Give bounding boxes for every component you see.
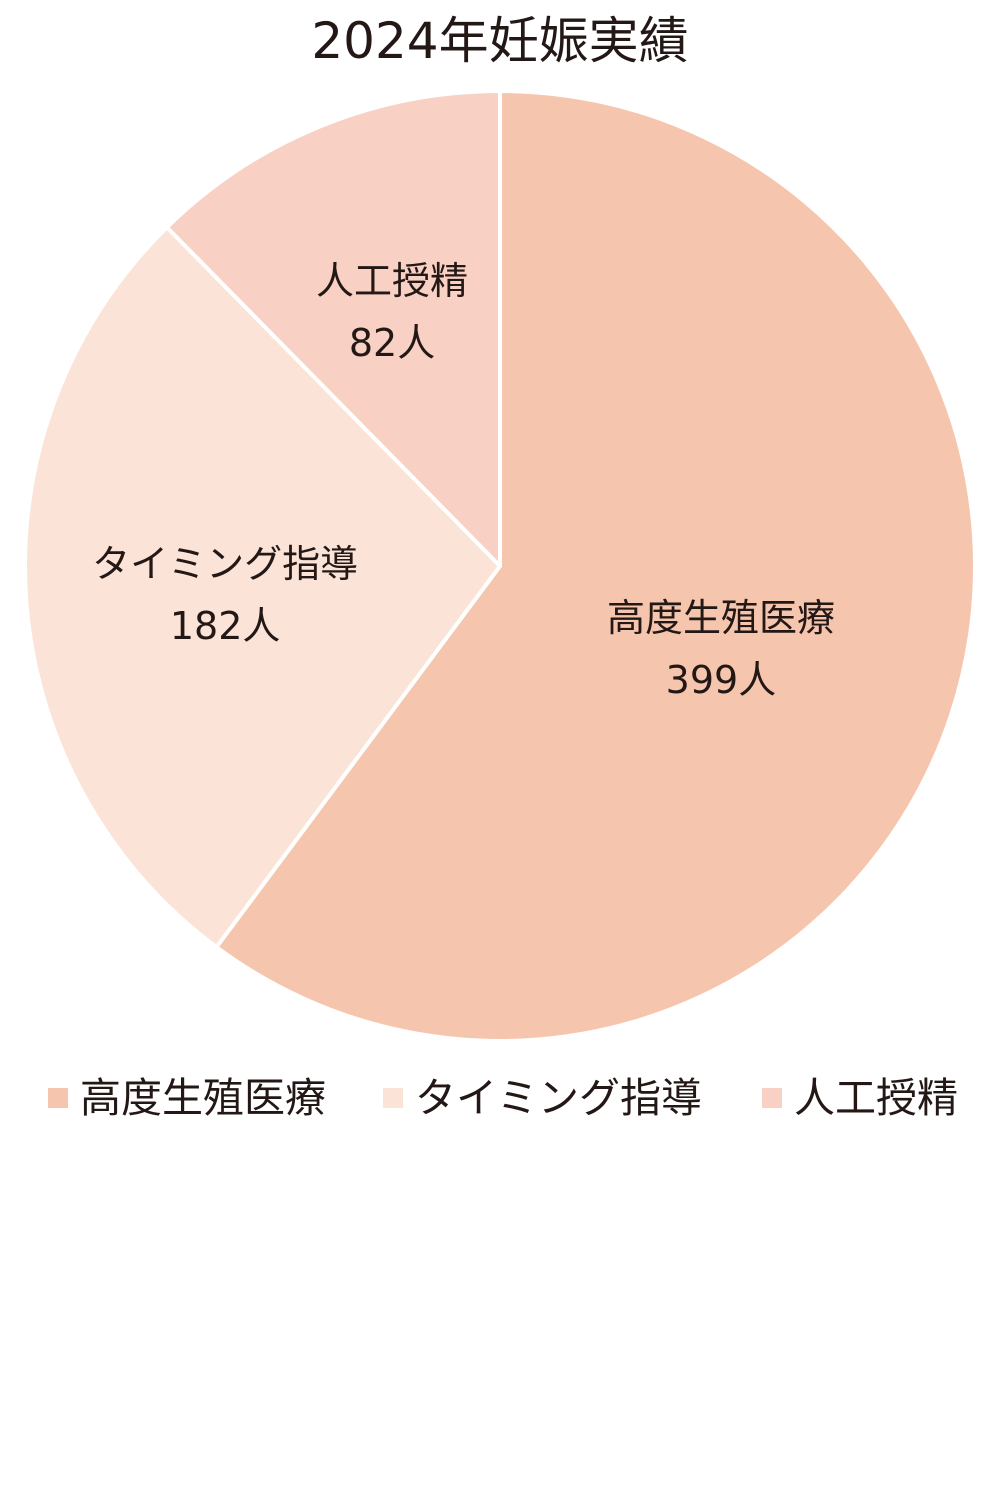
slice-advanced-reproductive-medicine: [214, 89, 977, 1043]
slice-timing-guidance: [23, 225, 502, 950]
legend-swatch: [48, 1088, 68, 1108]
legend-swatch: [383, 1088, 403, 1108]
slice-category-label: タイミング指導: [92, 542, 358, 586]
slice-category-label: 高度生殖医療: [607, 596, 835, 640]
legend-item-timing-guidance: タイミング指導: [383, 1068, 702, 1128]
legend: 高度生殖医療 タイミング指導 人工授精: [0, 1068, 1000, 1128]
pie-slice-labels: 高度生殖医療 399人 タイミング指導 182人 人工授精 82人: [92, 259, 835, 702]
legend-item-artificial-insemination: 人工授精: [762, 1068, 958, 1128]
legend-label: 人工授精: [794, 1074, 958, 1122]
legend-item-advanced-reproductive-medicine: 高度生殖医療: [48, 1068, 326, 1128]
slice-value-label: 82人: [349, 321, 435, 365]
legend-swatch: [762, 1088, 782, 1108]
slice-category-label: 人工授精: [316, 259, 468, 303]
slice-value-label: 399人: [666, 658, 777, 702]
pie-slices: [23, 89, 977, 1043]
chart-title: 2024年妊娠実績: [311, 12, 689, 70]
legend-label: 高度生殖医療: [80, 1074, 326, 1122]
slice-artificial-insemination: [164, 89, 502, 568]
legend-label: タイミング指導: [415, 1074, 702, 1122]
pie-chart: 高度生殖医療 399人 タイミング指導 182人 人工授精 82人: [23, 89, 977, 1043]
slice-value-label: 182人: [170, 604, 281, 648]
